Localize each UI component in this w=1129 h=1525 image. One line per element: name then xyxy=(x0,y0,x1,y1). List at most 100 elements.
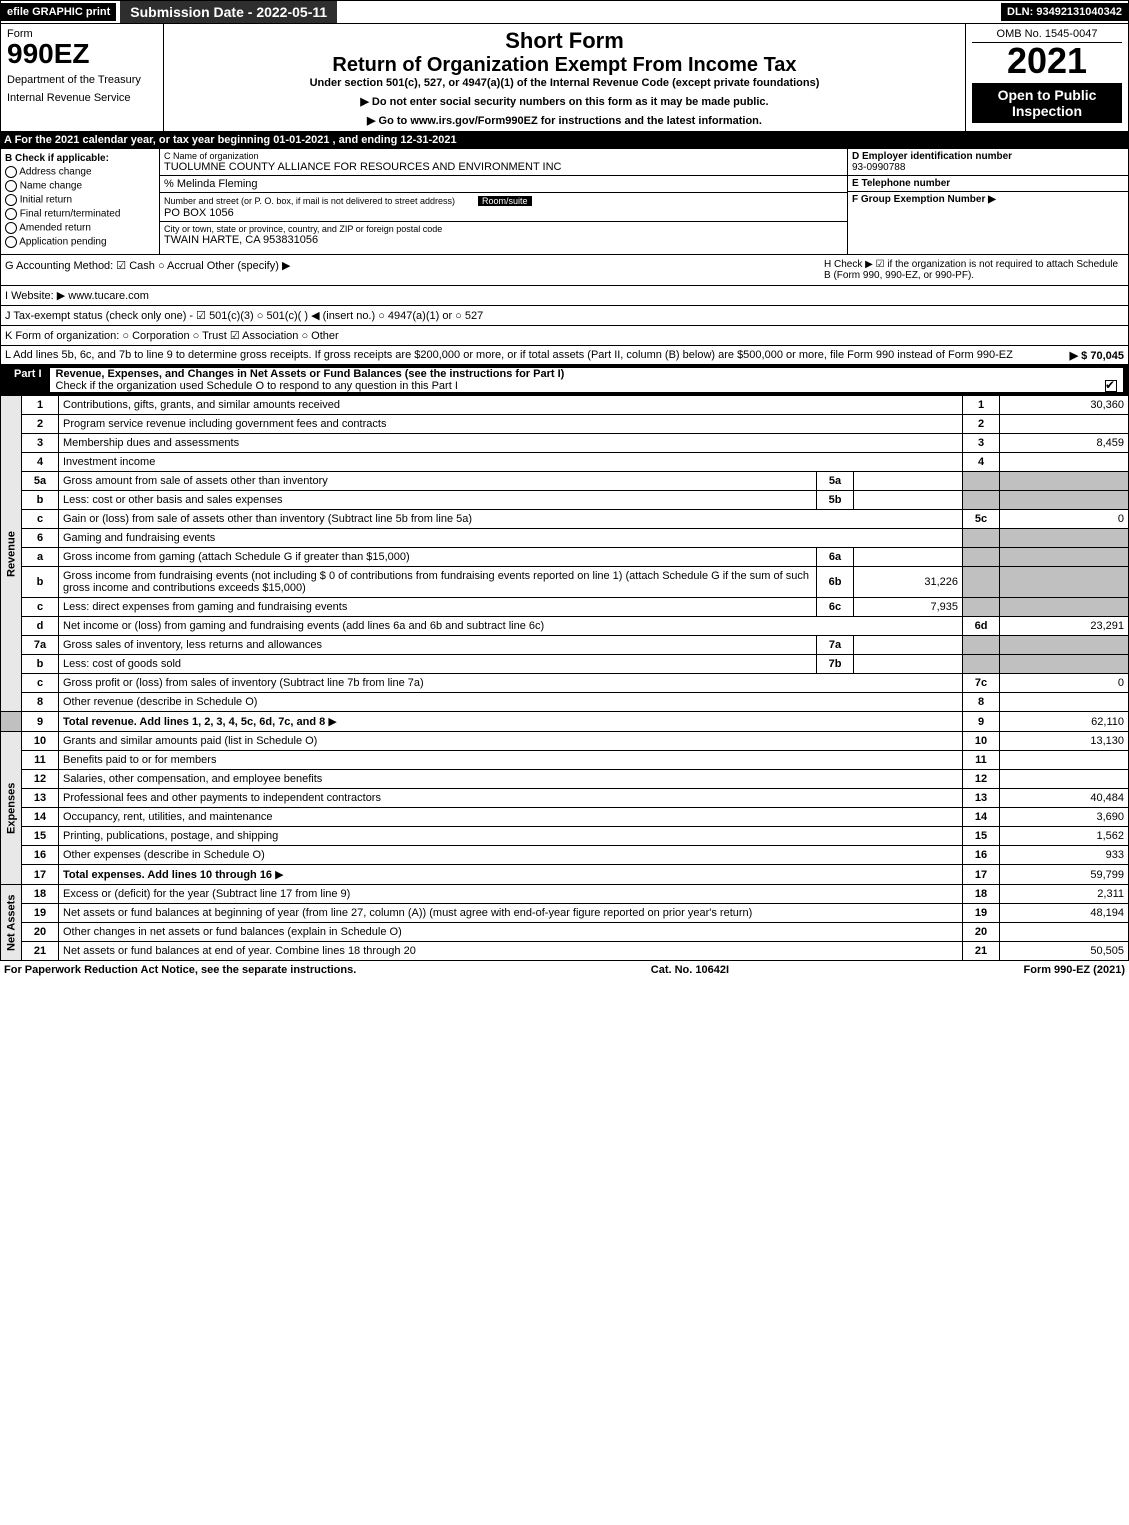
table-row: 2 Program service revenue including gove… xyxy=(1,415,1129,434)
irs-link[interactable]: ▶ Go to www.irs.gov/Form990EZ for instru… xyxy=(367,115,762,127)
header-center: Short Form Return of Organization Exempt… xyxy=(164,24,965,131)
title-short-form: Short Form xyxy=(170,28,959,54)
street-value: PO BOX 1056 xyxy=(164,207,843,219)
instr-ssn: ▶ Do not enter social security numbers o… xyxy=(170,95,959,108)
open-public-badge: Open to Public Inspection xyxy=(972,83,1122,123)
chk-name-change[interactable]: Name change xyxy=(5,180,155,192)
ein-label: D Employer identification number xyxy=(852,151,1124,162)
city-label: City or town, state or province, country… xyxy=(164,224,843,234)
chk-address-change[interactable]: Address change xyxy=(5,166,155,178)
org-name-cell: C Name of organization TUOLUMNE COUNTY A… xyxy=(160,149,847,176)
table-row: 21 Net assets or fund balances at end of… xyxy=(1,942,1129,961)
expenses-label: Expenses xyxy=(1,732,22,885)
table-row: 12 Salaries, other compensation, and emp… xyxy=(1,770,1129,789)
section-a: A For the 2021 calendar year, or tax yea… xyxy=(0,132,1129,148)
col-c: C Name of organization TUOLUMNE COUNTY A… xyxy=(160,149,848,254)
care-of-cell: % Melinda Fleming xyxy=(160,176,847,193)
table-row: 3 Membership dues and assessments 3 8,45… xyxy=(1,434,1129,453)
row-l-text: L Add lines 5b, 6c, and 7b to line 9 to … xyxy=(5,349,1013,361)
table-row: b Gross income from fundraising events (… xyxy=(1,567,1129,598)
table-row: b Less: cost or other basis and sales ex… xyxy=(1,491,1129,510)
table-row: 20 Other changes in net assets or fund b… xyxy=(1,923,1129,942)
org-name: TUOLUMNE COUNTY ALLIANCE FOR RESOURCES A… xyxy=(164,161,843,173)
part1-schedule-o-check[interactable] xyxy=(1105,380,1117,392)
page-footer: For Paperwork Reduction Act Notice, see … xyxy=(0,961,1129,979)
table-row: 7a Gross sales of inventory, less return… xyxy=(1,636,1129,655)
subtitle: Under section 501(c), 527, or 4947(a)(1)… xyxy=(170,77,959,89)
part1-title: Revenue, Expenses, and Changes in Net As… xyxy=(50,368,1123,392)
group-exempt-cell: F Group Exemption Number ▶ xyxy=(848,192,1128,207)
table-row: 11 Benefits paid to or for members 11 xyxy=(1,751,1129,770)
room-label: Room/suite xyxy=(478,196,532,206)
col-de: D Employer identification number 93-0990… xyxy=(848,149,1128,254)
row-l-gross-receipts: L Add lines 5b, 6c, and 7b to line 9 to … xyxy=(0,346,1129,365)
netassets-label: Net Assets xyxy=(1,885,22,961)
table-row: 15 Printing, publications, postage, and … xyxy=(1,827,1129,846)
group-exempt-label: F Group Exemption Number ▶ xyxy=(852,194,996,205)
part1-label: Part I xyxy=(6,368,50,392)
efile-print-button[interactable]: efile GRAPHIC print xyxy=(1,3,116,21)
submission-date: Submission Date - 2022-05-11 xyxy=(120,1,337,23)
dln-label: DLN: 93492131040342 xyxy=(1001,3,1128,21)
row-i-website: I Website: ▶ www.tucare.com xyxy=(0,286,1129,306)
line-desc: Contributions, gifts, grants, and simila… xyxy=(59,396,963,415)
chk-amended-return[interactable]: Amended return xyxy=(5,222,155,234)
title-return: Return of Organization Exempt From Incom… xyxy=(170,54,959,77)
dept-treasury: Department of the Treasury xyxy=(7,74,157,86)
table-row: 14 Occupancy, rent, utilities, and maint… xyxy=(1,808,1129,827)
table-row: Revenue 1 Contributions, gifts, grants, … xyxy=(1,396,1129,415)
col-b-header: B Check if applicable: xyxy=(5,153,155,164)
instr-link: ▶ Go to www.irs.gov/Form990EZ for instru… xyxy=(170,114,959,127)
table-row: 9 Total revenue. Add lines 1, 2, 3, 4, 5… xyxy=(1,712,1129,732)
phone-cell: E Telephone number xyxy=(848,176,1128,192)
table-row: a Gross income from gaming (attach Sched… xyxy=(1,548,1129,567)
ein-value: 93-0990788 xyxy=(852,162,1124,173)
dept-irs: Internal Revenue Service xyxy=(7,92,157,104)
org-name-label: C Name of organization xyxy=(164,151,843,161)
header-right: OMB No. 1545-0047 2021 Open to Public In… xyxy=(965,24,1128,131)
table-row: 5a Gross amount from sale of assets othe… xyxy=(1,472,1129,491)
top-bar: efile GRAPHIC print Submission Date - 20… xyxy=(0,0,1129,24)
table-row: b Less: cost of goods sold 7b xyxy=(1,655,1129,674)
footer-right: Form 990-EZ (2021) xyxy=(1024,964,1125,976)
table-row: 4 Investment income 4 xyxy=(1,453,1129,472)
form-header: Form 990EZ Department of the Treasury In… xyxy=(0,24,1129,132)
revenue-label: Revenue xyxy=(1,396,22,712)
phone-label: E Telephone number xyxy=(852,178,1124,189)
table-row: Expenses 10 Grants and similar amounts p… xyxy=(1,732,1129,751)
row-l-amount: ▶ $ 70,045 xyxy=(1070,349,1124,362)
table-row: c Less: direct expenses from gaming and … xyxy=(1,598,1129,617)
efile-label: efile GRAPHIC print xyxy=(7,6,110,18)
accounting-method: G Accounting Method: ☑ Cash ○ Accrual Ot… xyxy=(5,259,824,281)
table-row: c Gross profit or (loss) from sales of i… xyxy=(1,674,1129,693)
header-left: Form 990EZ Department of the Treasury In… xyxy=(1,24,164,131)
table-row: c Gain or (loss) from sale of assets oth… xyxy=(1,510,1129,529)
table-row: 8 Other revenue (describe in Schedule O)… xyxy=(1,693,1129,712)
badge-line1: Open to Public xyxy=(976,87,1118,103)
table-row: Net Assets 18 Excess or (deficit) for th… xyxy=(1,885,1129,904)
line-amount: 30,360 xyxy=(1000,396,1129,415)
form-number: 990EZ xyxy=(7,40,157,68)
chk-final-return[interactable]: Final return/terminated xyxy=(5,208,155,220)
table-row: 17 Total expenses. Add lines 10 through … xyxy=(1,865,1129,885)
row-g-h: G Accounting Method: ☑ Cash ○ Accrual Ot… xyxy=(0,255,1129,286)
city-value: TWAIN HARTE, CA 953831056 xyxy=(164,234,843,246)
table-row: 19 Net assets or fund balances at beginn… xyxy=(1,904,1129,923)
street-label: Number and street (or P. O. box, if mail… xyxy=(164,196,455,206)
chk-initial-return[interactable]: Initial return xyxy=(5,194,155,206)
table-row: d Net income or (loss) from gaming and f… xyxy=(1,617,1129,636)
badge-line2: Inspection xyxy=(976,103,1118,119)
table-row: 13 Professional fees and other payments … xyxy=(1,789,1129,808)
part1-table: Revenue 1 Contributions, gifts, grants, … xyxy=(0,395,1129,961)
col-b: B Check if applicable: Address change Na… xyxy=(1,149,160,254)
website-label: I Website: ▶ www.tucare.com xyxy=(5,290,149,302)
chk-application-pending[interactable]: Application pending xyxy=(5,236,155,248)
table-row: 16 Other expenses (describe in Schedule … xyxy=(1,846,1129,865)
row-k-org-form: K Form of organization: ○ Corporation ○ … xyxy=(0,326,1129,346)
footer-mid: Cat. No. 10642I xyxy=(651,964,729,976)
footer-left: For Paperwork Reduction Act Notice, see … xyxy=(4,964,356,976)
part1-header: Part I Revenue, Expenses, and Changes in… xyxy=(0,365,1129,395)
ein-cell: D Employer identification number 93-0990… xyxy=(848,149,1128,176)
schedule-b-check: H Check ▶ ☑ if the organization is not r… xyxy=(824,259,1124,281)
info-grid: B Check if applicable: Address change Na… xyxy=(0,148,1129,255)
